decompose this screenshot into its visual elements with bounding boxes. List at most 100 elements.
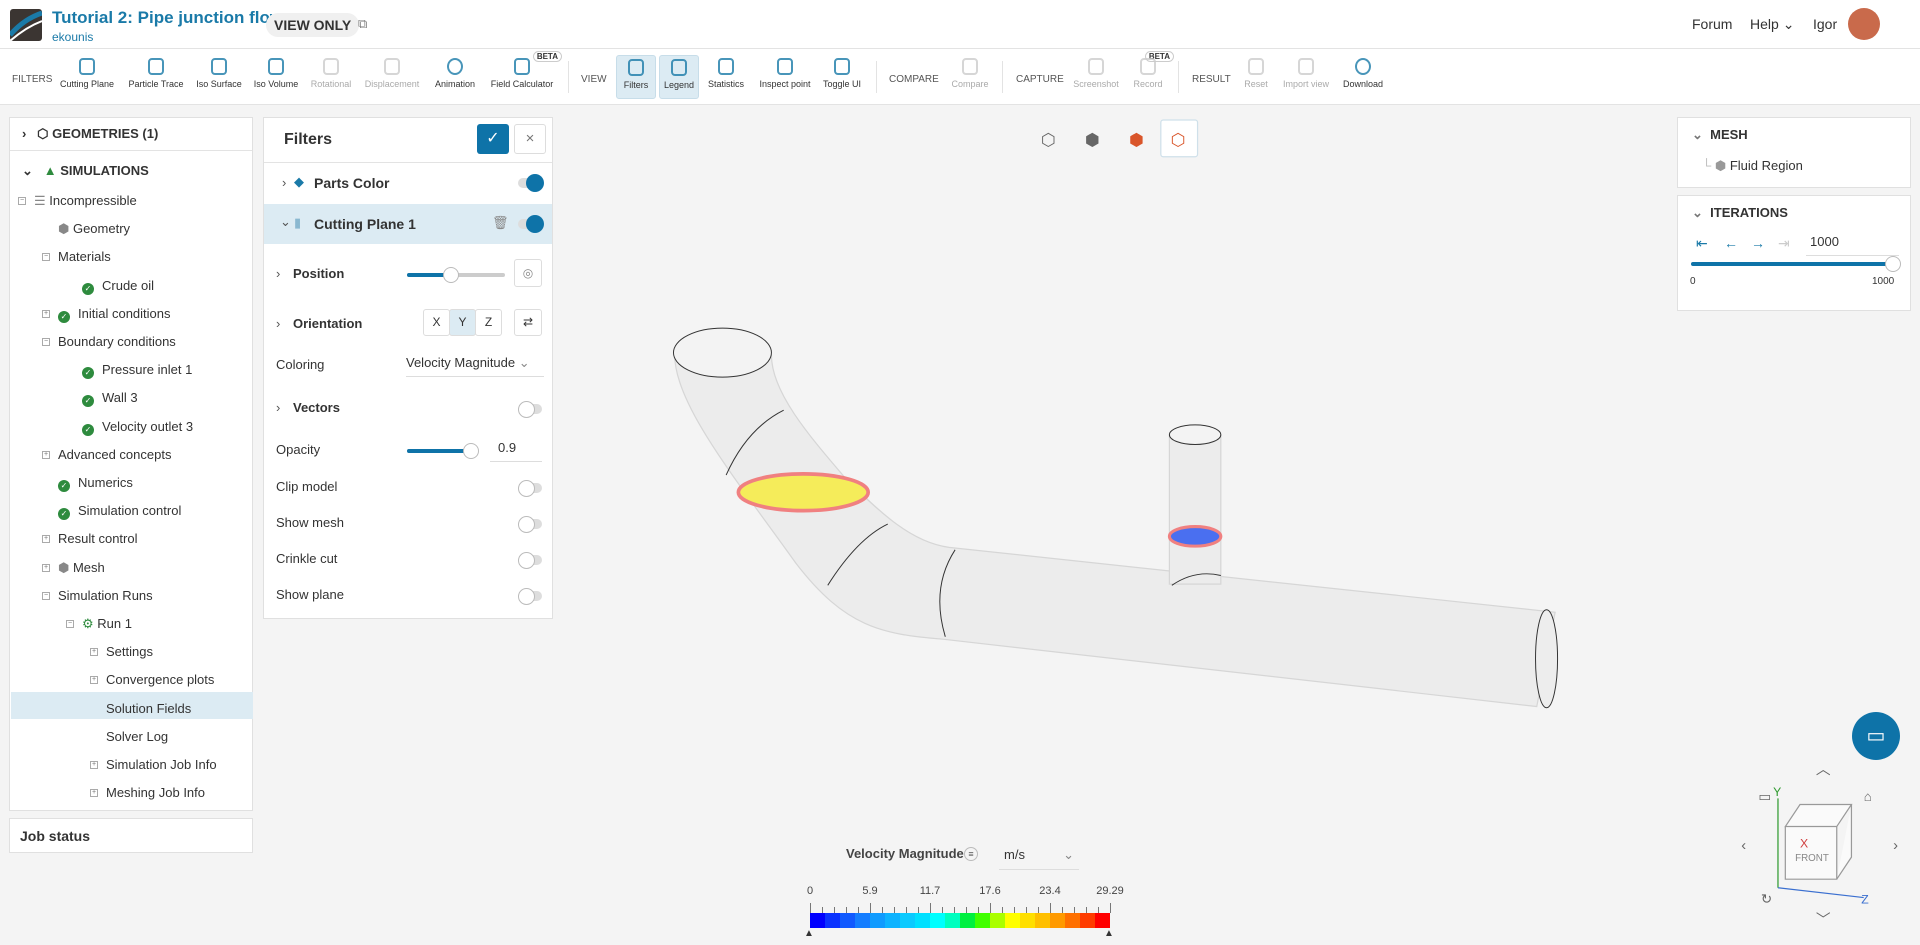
particle-trace-button[interactable]: Particle Trace (126, 55, 186, 99)
compare-button[interactable]: Compare (948, 55, 992, 99)
shaded-view-icon[interactable]: ⬢ (1085, 130, 1100, 150)
tree-item[interactable]: Meshing Job Info (106, 785, 205, 800)
simulations-header[interactable]: ⌄ ▲ SIMULATIONS (22, 163, 149, 178)
fluid-region-item[interactable]: └ ⬢ Fluid Region (1702, 158, 1803, 174)
tree-item[interactable]: ✓ Pressure inlet 1 (82, 362, 192, 380)
surface-view-icon[interactable]: ⬢ (1129, 130, 1144, 150)
filters-toggle-button[interactable]: Filters (616, 55, 656, 99)
vectors-toggle[interactable] (518, 401, 542, 418)
max-range-handle[interactable]: ▲ (1104, 928, 1114, 939)
copy-project-icon[interactable]: ⧉ (358, 16, 368, 31)
expand-toggle[interactable]: + (42, 309, 50, 318)
tree-item[interactable]: ✓ Crude oil (82, 278, 154, 295)
previous-iteration-icon[interactable]: ← (1724, 235, 1738, 251)
expand-toggle[interactable]: − (18, 197, 26, 205)
record-button[interactable]: BETA Record (1128, 51, 1174, 99)
iso-volume-button[interactable]: Iso Volume (252, 55, 300, 99)
tree-item[interactable]: Settings (106, 644, 153, 659)
parts-color-row[interactable]: › ◆ Parts Color (264, 163, 552, 203)
slider-handle[interactable] (1885, 256, 1901, 272)
expand-toggle[interactable]: + (42, 535, 50, 544)
legend-settings-icon[interactable]: ≡ (964, 847, 978, 861)
statistics-button[interactable]: Statistics (704, 55, 748, 99)
cutting-plane-button[interactable]: Cutting Plane (58, 55, 116, 99)
expand-toggle[interactable]: + (42, 563, 50, 572)
cutting-plane-toggle[interactable] (518, 215, 544, 233)
expand-toggle[interactable]: − (66, 620, 74, 628)
expand-toggle[interactable]: − (42, 338, 50, 346)
unit-select[interactable]: m/s ⌄ (999, 843, 1079, 870)
iteration-input[interactable]: 1000 (1806, 234, 1899, 256)
forum-link[interactable]: Forum (1692, 16, 1733, 32)
tree-item[interactable]: ⬢ Mesh (58, 560, 105, 576)
iterations-header[interactable]: ⌄ ITERATIONS (1692, 205, 1788, 221)
geometries-header[interactable]: › ⬡ GEOMETRIES (1) (22, 126, 159, 141)
opacity-input[interactable]: 0.9 (490, 440, 542, 462)
animation-button[interactable]: Animation (430, 55, 480, 99)
iteration-slider[interactable] (1691, 256, 1901, 272)
download-button[interactable]: Download (1340, 55, 1386, 99)
apply-button[interactable]: ✓ (477, 124, 509, 154)
slider-handle[interactable] (443, 267, 460, 283)
tree-item[interactable]: ✓ Numerics (58, 475, 133, 492)
expand-toggle[interactable]: + (90, 676, 98, 685)
job-status-panel[interactable]: Job status (9, 818, 253, 853)
cutting-plane-row[interactable]: ⌄ ▮ Cutting Plane 1 🗑 (264, 204, 552, 244)
field-calculator-button[interactable]: BETA Field Calculator (488, 51, 562, 99)
rotational-button[interactable]: Rotational (308, 55, 354, 99)
position-center-button[interactable]: ◎ (514, 259, 542, 287)
tree-item[interactable]: ✓ Simulation control (58, 503, 181, 521)
tree-item[interactable]: ✓ Velocity outlet 3 (82, 419, 193, 436)
legend-toggle-button[interactable]: Legend (659, 55, 699, 99)
chat-button[interactable]: ▭ (1852, 712, 1900, 760)
expand-toggle[interactable]: − (42, 253, 50, 262)
clip-model-toggle[interactable] (518, 480, 542, 497)
user-name[interactable]: Igor (1813, 16, 1838, 32)
tree-item[interactable]: ✓ Initial conditions (58, 306, 171, 323)
expand-toggle[interactable]: − (42, 591, 50, 600)
crinkle-cut-toggle[interactable] (518, 552, 542, 569)
tree-item[interactable]: ☰ Incompressible (34, 193, 137, 209)
tree-item[interactable]: Materials (58, 249, 111, 264)
trash-icon[interactable]: 🗑 (492, 215, 509, 230)
inspect-point-button[interactable]: Inspect point (756, 55, 814, 99)
toggle-ui-button[interactable]: Toggle UI (820, 55, 864, 99)
expand-toggle[interactable]: + (90, 789, 98, 798)
tree-item[interactable]: ⬢ Geometry (58, 221, 130, 237)
screenshot-button[interactable]: Screenshot (1070, 55, 1122, 99)
last-iteration-icon[interactable]: ⇥ (1778, 235, 1790, 251)
active-view-button[interactable] (1160, 119, 1199, 158)
next-iteration-icon[interactable]: → (1751, 235, 1765, 251)
tree-item[interactable]: Boundary conditions (58, 334, 176, 349)
coloring-select[interactable]: Velocity Magnitude ⌄ (406, 355, 544, 377)
parts-color-toggle[interactable] (518, 174, 544, 192)
show-mesh-toggle[interactable] (518, 516, 542, 533)
project-title[interactable]: Tutorial 2: Pipe junction flow (52, 8, 284, 27)
navigation-cube[interactable]: ︿ ‹ › ﹀ ▭ ⌂ FRONT Y Z X ↻ (1741, 762, 1898, 929)
flip-button[interactable]: ⇄ (514, 309, 542, 336)
expand-toggle[interactable]: + (90, 761, 98, 769)
simscale-logo[interactable] (10, 9, 42, 41)
expand-toggle[interactable]: + (42, 450, 50, 459)
tree-item[interactable]: Advanced concepts (58, 447, 171, 462)
import-view-button[interactable]: Import view (1280, 55, 1332, 99)
opacity-slider[interactable] (407, 443, 479, 459)
tree-item[interactable]: ✓ Wall 3 (82, 390, 138, 408)
axis-x-button[interactable]: X (423, 309, 450, 336)
expand-toggle[interactable]: + (90, 648, 98, 657)
tree-item[interactable]: Solver Log (106, 729, 168, 744)
iso-surface-button[interactable]: Iso Surface (194, 55, 244, 99)
slider-handle[interactable] (463, 443, 479, 459)
avatar[interactable] (1848, 8, 1880, 40)
reset-button[interactable]: Reset (1240, 55, 1272, 99)
tree-item[interactable]: ⚙ Run 1 (82, 616, 132, 632)
close-button[interactable]: × (514, 124, 546, 154)
first-iteration-icon[interactable]: ⇤ (1696, 235, 1708, 251)
tree-item[interactable]: Convergence plots (106, 672, 214, 687)
axis-y-button[interactable]: Y (449, 309, 476, 336)
iso-view-icon[interactable]: ⬡ (1041, 130, 1056, 150)
axis-z-button[interactable]: Z (475, 309, 502, 336)
displacement-button[interactable]: Displacement (362, 55, 422, 99)
mesh-header[interactable]: ⌄ MESH (1692, 127, 1748, 143)
